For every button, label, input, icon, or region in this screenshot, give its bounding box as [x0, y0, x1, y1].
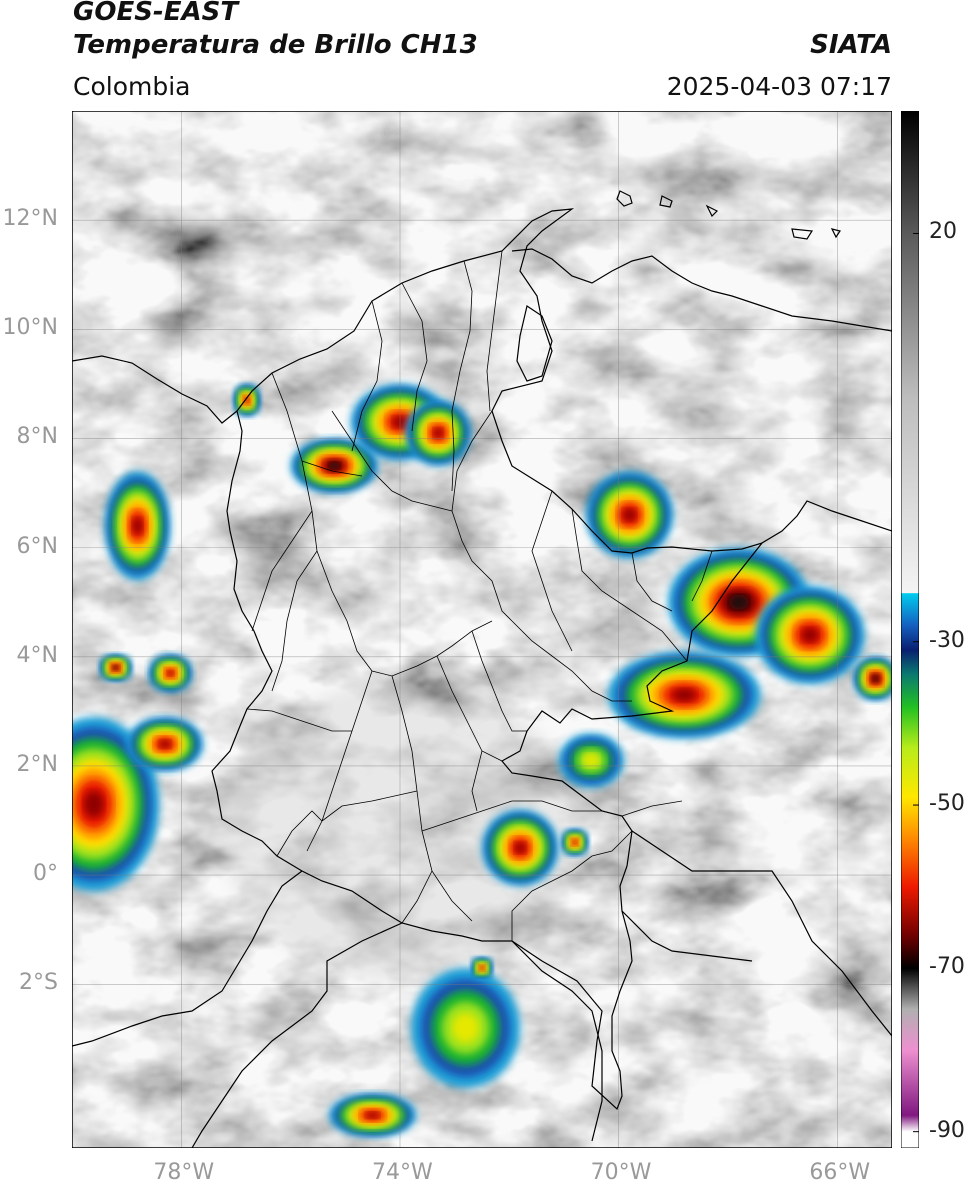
storm-ring — [480, 966, 484, 970]
timestamp-label: 2025-04-03 07:17 — [666, 72, 892, 101]
storm-ring — [166, 670, 174, 677]
venezuela-inner — [761, 500, 892, 544]
brazil-border — [631, 830, 892, 1037]
storm-ring — [365, 1111, 380, 1119]
storm-cell — [482, 809, 559, 887]
temperature-colorbar — [901, 111, 919, 1148]
colorbar-tick-marks — [913, 232, 919, 1133]
storm-ring — [83, 790, 105, 818]
lon-tick-label: 78°W — [153, 1160, 215, 1185]
storm-ring — [328, 461, 341, 470]
lon-tick-label: 70°W — [590, 1160, 652, 1185]
storm-cell — [405, 400, 472, 466]
colorbar-tick-label: -30 — [929, 627, 965, 653]
storm-ring — [452, 1013, 480, 1043]
storm-ring — [801, 627, 819, 643]
lat-tick-label: 8°N — [16, 424, 58, 450]
storm-cell — [328, 1093, 417, 1138]
storm-ring — [514, 841, 527, 854]
lat-tick-label: 12°N — [2, 206, 58, 232]
storm-ring — [583, 753, 600, 768]
colorbar-tick-label: -70 — [929, 954, 965, 980]
small-islands — [705, 204, 841, 240]
lon-tick-label: 74°W — [372, 1160, 433, 1185]
region-label: Colombia — [73, 72, 191, 101]
storm-cell — [607, 651, 761, 739]
storm-cell — [471, 956, 493, 979]
political-boundaries — [72, 190, 892, 1148]
storm-ring — [132, 517, 143, 535]
storm-ring — [728, 594, 749, 610]
colorbar-tick-label: -50 — [929, 791, 965, 817]
dept-borders — [246, 250, 713, 941]
storm-cell — [853, 656, 892, 701]
maracaibo-lake — [516, 305, 553, 382]
storm-cell — [148, 654, 193, 693]
product-title: Temperatura de Brillo CH13 — [73, 30, 478, 60]
aruba-curacao — [616, 190, 673, 208]
storm-cell — [561, 828, 589, 857]
storm-cell — [233, 383, 261, 417]
lat-tick-label: 0° — [33, 861, 58, 887]
storm-cell — [585, 471, 674, 559]
lat-tick-label: 2°N — [16, 751, 58, 777]
agency-label: SIATA — [810, 30, 892, 60]
colombia-border — [211, 208, 764, 1111]
storm-ring — [113, 665, 119, 670]
lat-tick-label: 4°N — [16, 642, 58, 668]
lat-tick-label: 10°N — [2, 315, 58, 341]
storm-cell — [290, 438, 379, 494]
peru-border — [191, 922, 403, 1148]
brazil-border-2 — [621, 910, 753, 962]
lon-tick-label: 66°W — [809, 1160, 871, 1185]
storm-ring — [433, 427, 444, 439]
storm-cell — [755, 585, 865, 685]
storm-ring — [158, 739, 171, 749]
storm-cell — [126, 716, 204, 772]
colorbar-tick-label: -90 — [929, 1117, 965, 1143]
storm-cell — [558, 733, 625, 788]
storm-ring — [572, 840, 578, 845]
ecuador-border — [72, 870, 303, 1047]
storm-ring — [672, 688, 697, 702]
lat-tick-label: 2°S — [19, 970, 58, 996]
panama-border — [72, 355, 238, 424]
colorbar-fill — [901, 111, 919, 1148]
storm-cell — [410, 967, 521, 1088]
peru-brazil — [511, 940, 603, 1142]
lat-tick-label: 6°N — [16, 533, 58, 559]
storm-cell — [99, 654, 133, 682]
storm-cell — [104, 471, 171, 581]
colorbar-tick-label: 20 — [929, 219, 957, 245]
venezuela-coast — [511, 248, 892, 332]
satellite-map — [72, 111, 892, 1148]
graticule — [72, 111, 892, 1148]
storm-ring — [622, 508, 637, 522]
satellite-title: GOES-EAST — [73, 0, 239, 27]
storm-ring — [872, 675, 879, 682]
